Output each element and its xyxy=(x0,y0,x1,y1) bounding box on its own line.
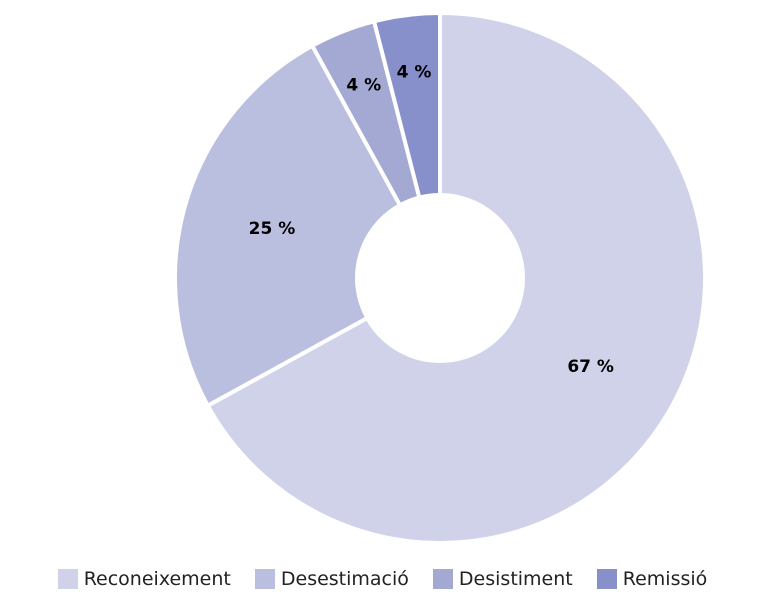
legend-swatch xyxy=(254,569,275,589)
value-label: 25 % xyxy=(249,219,296,239)
value-label: 4 % xyxy=(397,63,432,83)
chart: 67 % 25 % 4 % 4 % xyxy=(173,10,707,545)
legend: Reconeixement Desestimació Desistiment Remi… xyxy=(0,566,765,592)
legend-label: Reconeixement xyxy=(83,568,231,590)
legend-label: Desestimació xyxy=(280,568,409,590)
value-label: 4 % xyxy=(346,76,381,96)
legend-swatch xyxy=(596,569,617,589)
legend-label: Desistiment xyxy=(458,568,573,590)
donut-slice xyxy=(371,10,442,201)
legend-item: Desistiment xyxy=(432,566,573,592)
donut-slice xyxy=(173,43,403,409)
legend-swatch xyxy=(432,569,453,589)
legend-item: Desestimació xyxy=(254,566,409,592)
value-label: 67 % xyxy=(567,357,614,377)
legend-label: Remissió xyxy=(622,568,708,590)
legend-item: Remissió xyxy=(596,566,708,592)
legend-item: Reconeixement xyxy=(57,566,231,592)
legend-swatch xyxy=(57,569,78,589)
donut-slice xyxy=(205,10,707,545)
